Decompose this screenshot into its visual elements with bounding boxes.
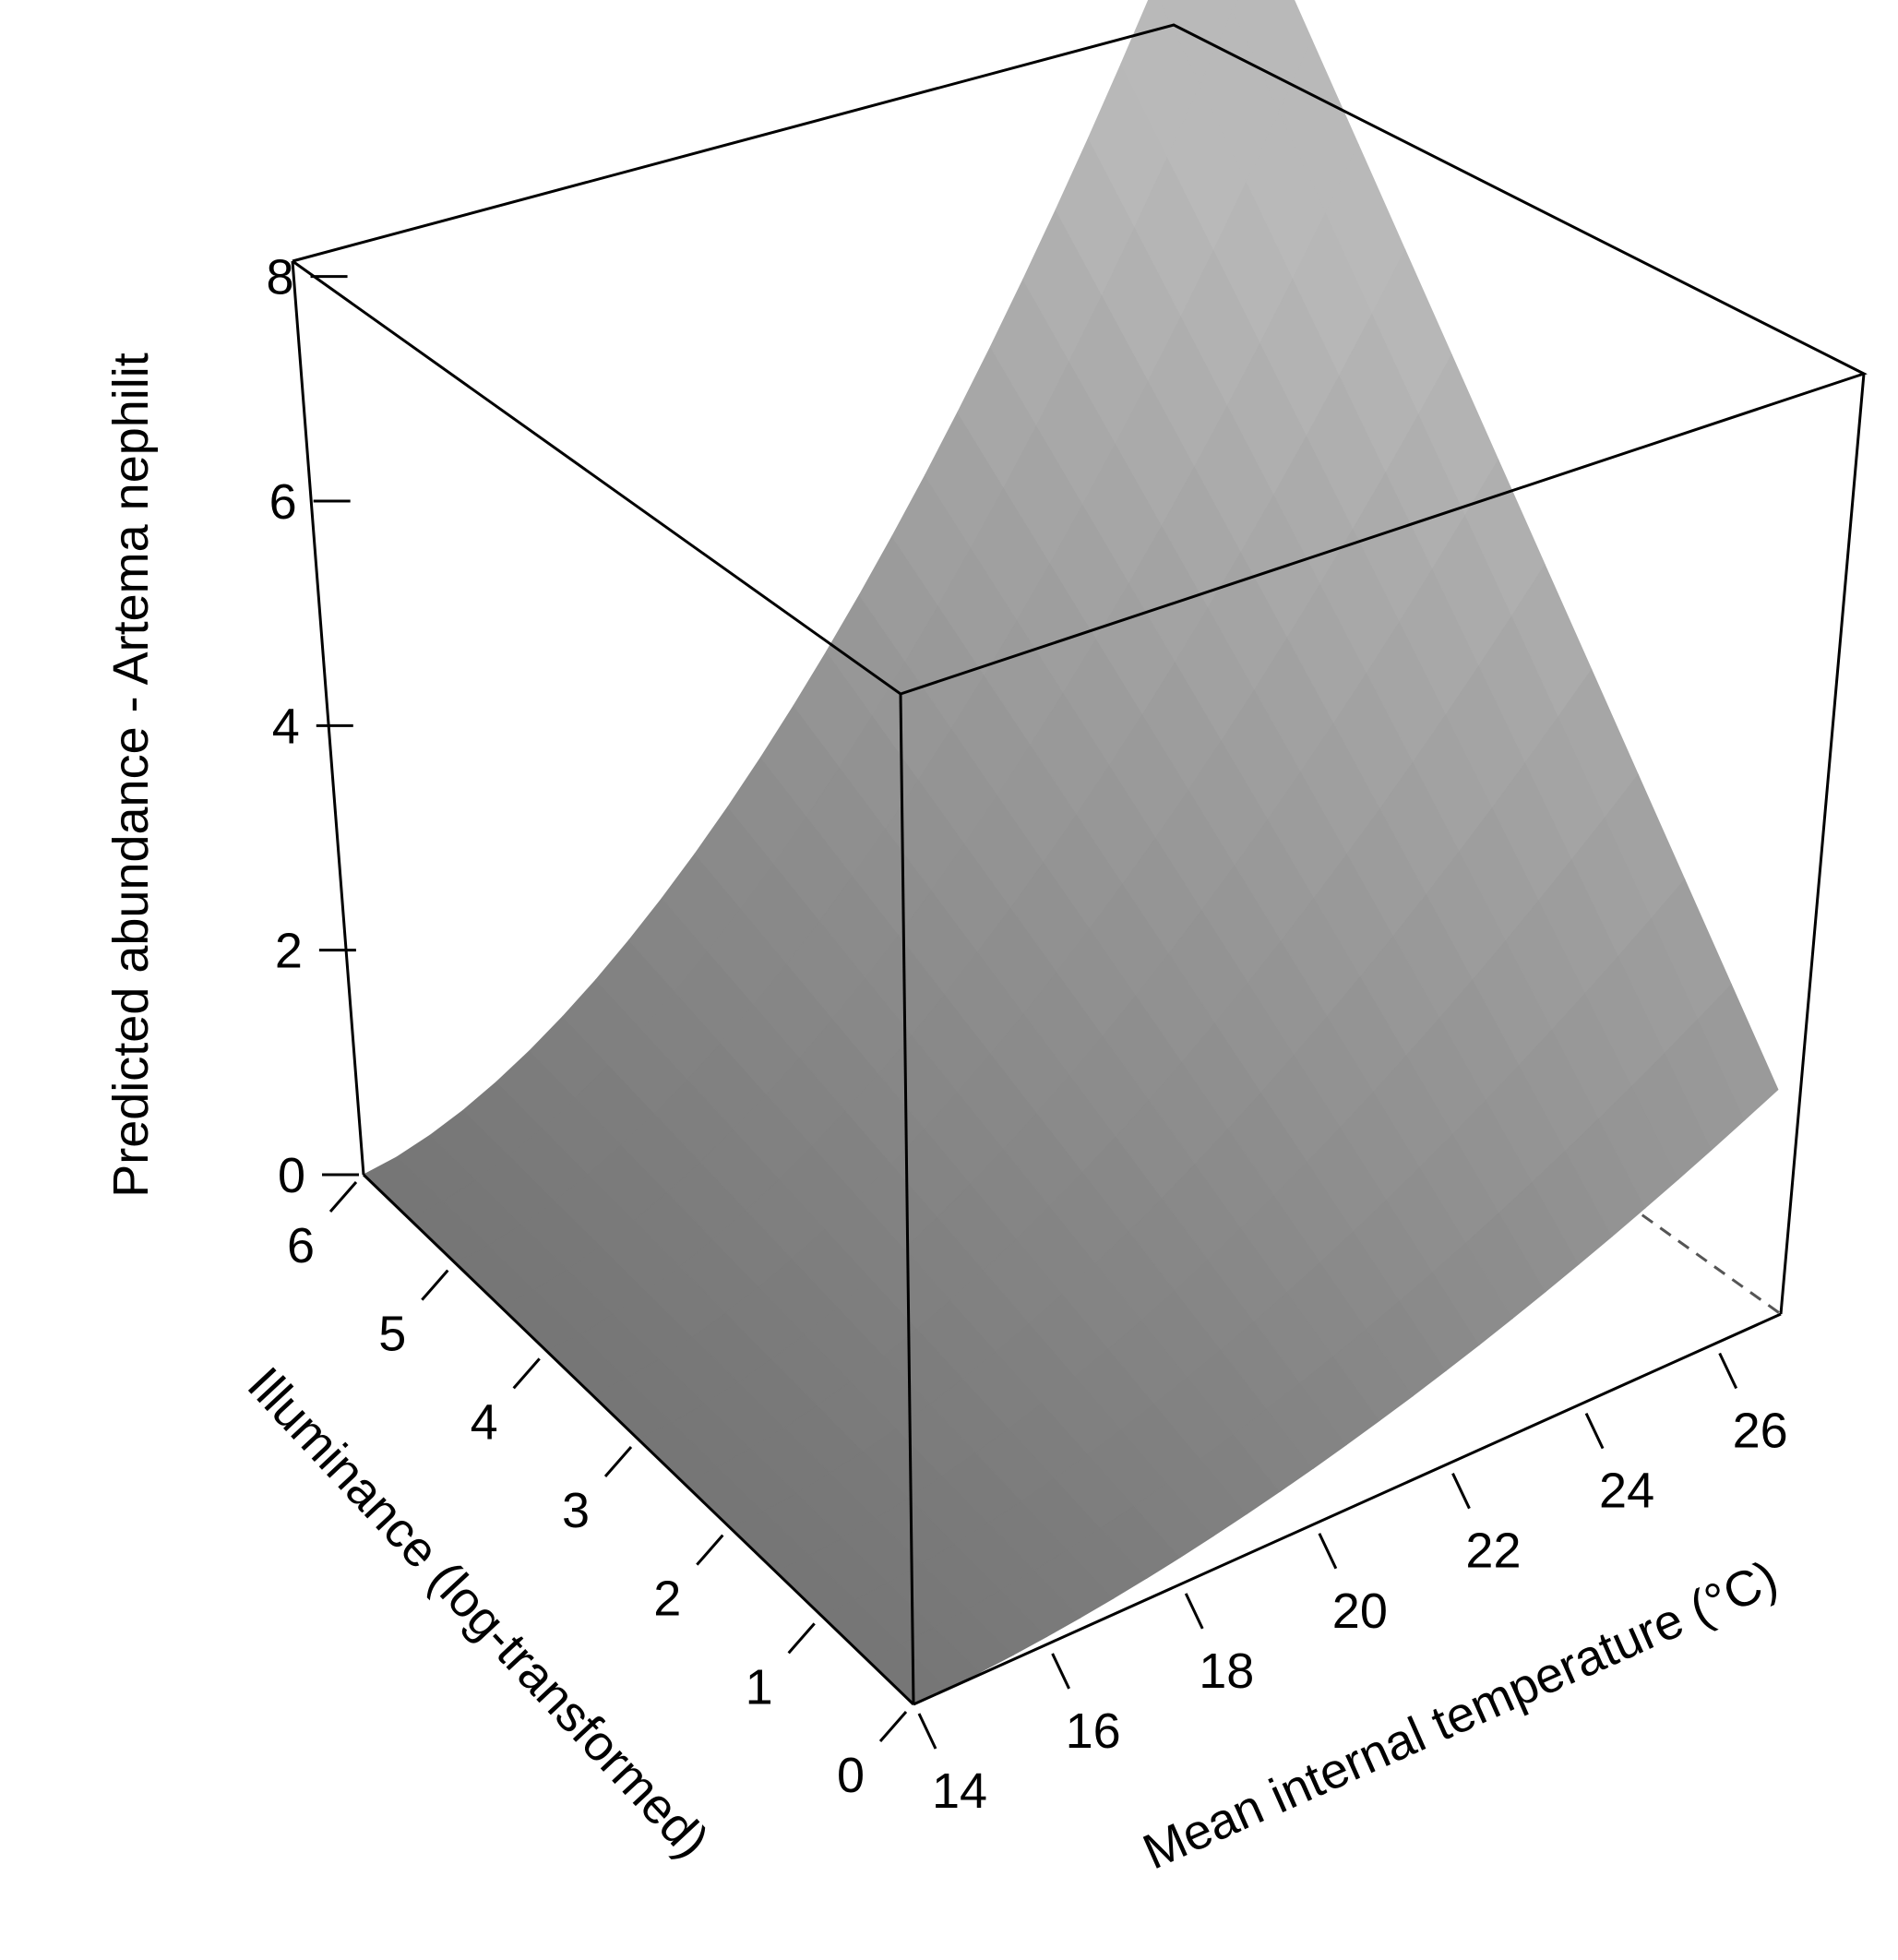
z-tick-label: 2: [275, 924, 303, 979]
surface-facet: [1697, 984, 1779, 1121]
z-axis: 0 2 4 6 8: [267, 250, 359, 1203]
temperature-tick: [1318, 1533, 1338, 1570]
temperature-tick-label: 20: [1332, 1584, 1388, 1639]
temperature-tick-label: 18: [1199, 1643, 1254, 1699]
box-back-edge-illuminance: [1173, 878, 1782, 1316]
illuminance-axis: 0 1 2 3 4 5 6: [287, 1181, 908, 1803]
temperature-tick: [1184, 1593, 1204, 1630]
illuminance-tick-label: 1: [746, 1659, 773, 1715]
temperature-tick: [1051, 1653, 1070, 1690]
illuminance-tick: [328, 1181, 358, 1213]
illuminance-tick-label: 5: [378, 1307, 406, 1362]
box-front-edges: [291, 23, 1868, 1706]
illuminance-tick: [603, 1446, 633, 1477]
box-right-vertical-edge: [1779, 373, 1866, 1315]
illuminance-tick: [878, 1711, 908, 1742]
z-tick-label: 8: [267, 250, 294, 305]
temperature-axis: 14 16 18 20 22 24 26: [917, 1352, 1788, 1819]
illuminance-tick-label: 4: [471, 1394, 498, 1450]
temperature-tick-label: 22: [1465, 1524, 1521, 1579]
surface-facet: [1226, 0, 1238, 13]
temperature-tick: [1451, 1473, 1471, 1510]
temperature-tick-label: 24: [1599, 1464, 1654, 1519]
illuminance-tick-label: 2: [653, 1572, 681, 1627]
box-bottom-right-edge: [913, 1312, 1782, 1706]
illuminance-tick-label: 6: [287, 1218, 315, 1273]
z-tick-label: 0: [278, 1148, 305, 1203]
z-tick-label: 6: [269, 474, 297, 530]
surface-layer: [363, 0, 1779, 1705]
box-bottom-left-edge: [362, 1173, 915, 1706]
temperature-tick-label: 16: [1066, 1703, 1121, 1759]
temperature-tick-label: 26: [1733, 1404, 1788, 1459]
illuminance-tick: [696, 1534, 724, 1566]
z-axis-title: Predicted abundance - Artema nephilit: [103, 353, 159, 1198]
temperature-tick: [917, 1713, 937, 1750]
box-front-vertical-edge: [899, 693, 915, 1705]
box-left-vertical-edge: [291, 260, 365, 1176]
illuminance-tick: [421, 1269, 449, 1301]
illuminance-tick-label: 0: [837, 1748, 865, 1803]
z-tick-label: 4: [272, 699, 300, 754]
temperature-tick: [1718, 1352, 1738, 1390]
illuminance-tick: [512, 1357, 541, 1390]
illuminance-tick: [787, 1622, 816, 1655]
temperature-axis-title: Mean internal temperature (°C): [1135, 1550, 1785, 1881]
temperature-tick-label: 14: [932, 1763, 987, 1819]
illuminance-tick-label: 3: [562, 1483, 590, 1538]
temperature-tick: [1584, 1412, 1605, 1450]
